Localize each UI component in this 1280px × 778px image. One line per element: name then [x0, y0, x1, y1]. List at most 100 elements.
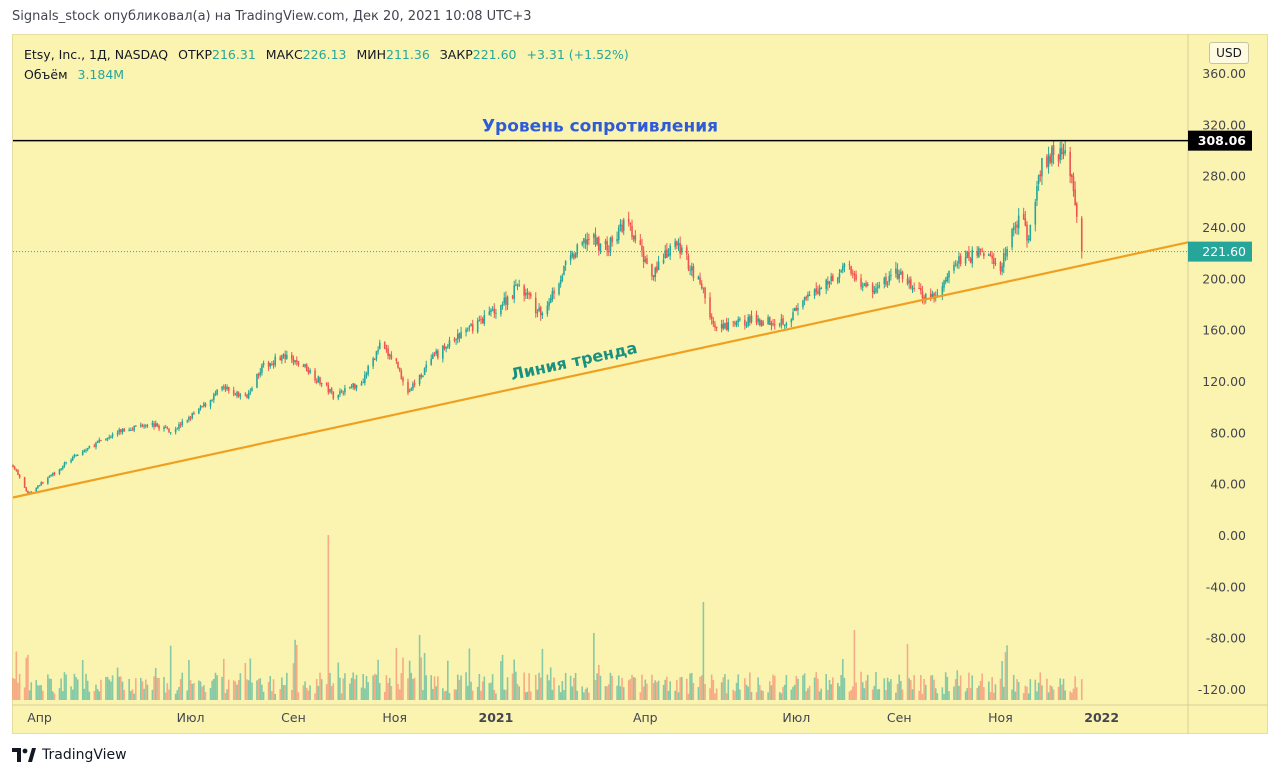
volume-bar [294, 639, 296, 700]
volume-bar [309, 685, 311, 700]
volume-bar [594, 679, 597, 700]
price-tags: 308.06 221.60 [1188, 130, 1252, 262]
candle-body [271, 363, 273, 365]
candle-body [778, 323, 781, 326]
candle-body [898, 274, 901, 279]
candle-body [755, 314, 758, 323]
candle-body [309, 369, 311, 373]
candle-body [581, 242, 584, 245]
candle-body [13, 466, 16, 470]
volume-bar [561, 681, 564, 700]
volume-bar [65, 674, 67, 700]
volume-bar [435, 686, 437, 700]
candle-body [1012, 227, 1015, 230]
volume-bar [188, 659, 190, 700]
candle-body [337, 395, 340, 399]
y-tick-label: -80.00 [1206, 631, 1246, 646]
volume-bar [1047, 692, 1050, 700]
currency-button[interactable]: USD [1209, 42, 1249, 64]
candle-body [340, 390, 343, 392]
volume-bar [971, 675, 974, 700]
candle-body [352, 383, 355, 388]
volume-bar [760, 690, 763, 700]
volume-bar [936, 693, 939, 700]
candle-body [677, 242, 680, 246]
volume-bar [929, 675, 932, 700]
volume-bar [377, 659, 379, 700]
trend-line [12, 241, 1189, 499]
volume-bar [921, 693, 924, 700]
candle-body [770, 323, 773, 326]
volume-bar [549, 667, 552, 700]
candle-body [422, 375, 424, 378]
candle-body [387, 348, 389, 356]
volume-bar [732, 689, 735, 700]
candle-body [999, 262, 1002, 271]
last-price-tag [1188, 241, 1252, 262]
volume-bar [979, 680, 982, 700]
candle-body [314, 370, 316, 381]
volume-bar [825, 674, 827, 700]
volume-bar [47, 674, 49, 700]
candle-body [943, 280, 945, 288]
volume-bar [174, 693, 177, 700]
candle-body [188, 416, 190, 421]
candle-body [128, 429, 130, 431]
volume-bar [850, 689, 852, 700]
candle-body [315, 381, 318, 383]
volume-bar [755, 692, 758, 700]
volume-bar [1017, 682, 1020, 700]
candle-body [725, 322, 728, 330]
volume-bar [933, 679, 935, 700]
volume-histogram [12, 535, 1083, 700]
volume-bar [110, 681, 112, 700]
candle-body [319, 377, 321, 384]
volume-bar [956, 670, 959, 700]
candle-body [237, 392, 240, 397]
candle-body [1011, 229, 1013, 248]
candle-body [837, 277, 839, 283]
candle-body [372, 358, 374, 367]
volume-bar [130, 691, 132, 700]
candle-body [933, 293, 935, 300]
volume-bar [367, 682, 369, 700]
volume-bar [93, 691, 96, 700]
volume-bar [204, 691, 207, 700]
symbol-label[interactable]: Etsy, Inc., 1Д, NASDAQ [24, 46, 169, 62]
volume-bar [677, 692, 680, 700]
candle-body [1062, 152, 1065, 155]
candle-body [549, 298, 552, 303]
volume-bar [757, 677, 759, 700]
candle-body [111, 434, 114, 437]
volume-bar [354, 679, 356, 700]
candle-body [803, 296, 806, 301]
volume-bar [269, 675, 272, 700]
candle-body [75, 455, 77, 457]
candle-body [178, 424, 180, 429]
candle-body [63, 463, 66, 467]
candle-body [681, 247, 683, 253]
candle-body [377, 349, 379, 352]
candle-body [442, 345, 444, 359]
volume-bar [168, 689, 170, 700]
candle-body [448, 340, 451, 347]
volume-bar [407, 678, 409, 700]
candle-body [551, 291, 554, 300]
tradingview-logo[interactable]: TradingView [12, 747, 127, 763]
volume-bar [895, 692, 897, 700]
volume-bar [976, 688, 979, 700]
volume-bar [27, 654, 29, 700]
candle-body [883, 277, 886, 285]
candle-body [843, 263, 846, 267]
volume-bar [153, 676, 155, 700]
candle-body [181, 420, 184, 426]
volume-bar [30, 682, 33, 700]
candle-body [1029, 224, 1032, 241]
candle-body [709, 297, 711, 318]
candle-body [400, 370, 403, 379]
chart-pane[interactable] [12, 34, 1268, 734]
last-price-text: 221.60 [1202, 244, 1246, 259]
candle-body [123, 428, 125, 432]
candle-body [476, 320, 479, 333]
